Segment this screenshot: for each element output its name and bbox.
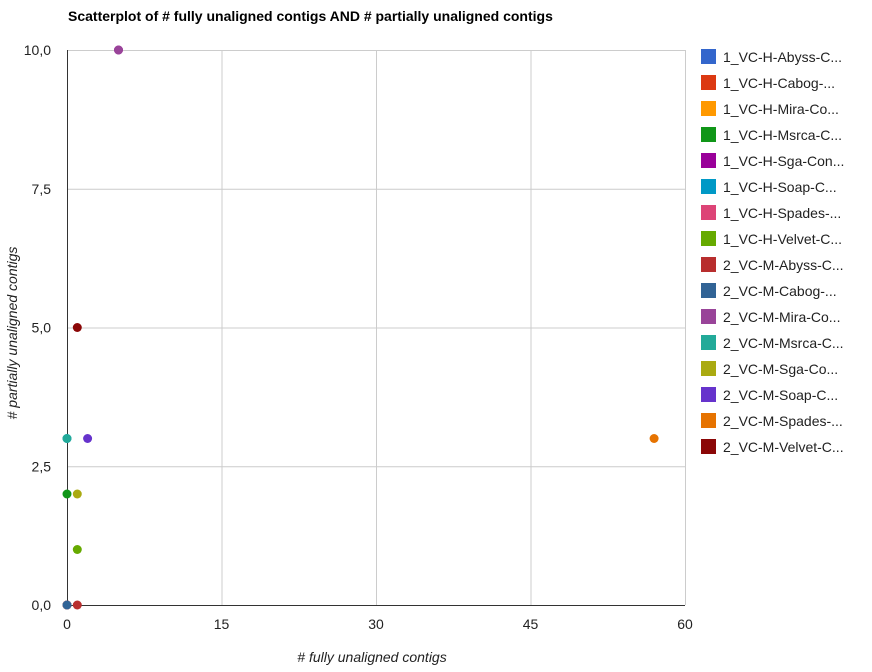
legend-label: 1_VC-H-Mira-Co... xyxy=(723,101,839,117)
legend-swatch xyxy=(701,413,716,428)
chart-title: Scatterplot of # fully unaligned contigs… xyxy=(68,8,553,24)
legend-label: 2_VC-M-Cabog-... xyxy=(723,283,837,299)
axes xyxy=(67,50,685,606)
data-point xyxy=(72,600,82,610)
legend-swatch xyxy=(701,361,716,376)
y-tick-label: 7,5 xyxy=(32,181,52,197)
legend-swatch xyxy=(701,439,716,454)
legend-label: 2_VC-M-Msrca-C... xyxy=(723,335,844,351)
x-axis-title: # fully unaligned contigs xyxy=(297,649,446,665)
legend-swatch xyxy=(701,153,716,168)
legend-swatch xyxy=(701,257,716,272)
data-point xyxy=(72,323,82,332)
x-tick-label: 60 xyxy=(677,616,693,632)
data-point xyxy=(649,434,659,443)
data-point xyxy=(114,45,123,55)
data-point xyxy=(72,489,82,499)
y-tick-label: 0,0 xyxy=(32,597,52,613)
y-tick-label: 10,0 xyxy=(24,42,51,58)
legend-label: 1_VC-H-Msrca-C... xyxy=(723,127,842,143)
x-tick-label: 30 xyxy=(368,616,384,632)
legend-label: 1_VC-H-Soap-C... xyxy=(723,179,837,195)
legend: 1_VC-H-Abyss-C... 1_VC-H-Cabog-... 1_VC-H-… xyxy=(701,49,844,455)
x-tick-labels: 0 15 30 45 60 xyxy=(63,616,693,632)
data-point xyxy=(62,434,72,443)
x-tick-label: 45 xyxy=(523,616,539,632)
legend-label: 1_VC-H-Sga-Con... xyxy=(723,153,844,169)
y-tick-labels: 0,0 2,5 5,0 7,5 10,0 xyxy=(24,42,51,613)
legend-swatch xyxy=(701,101,716,116)
data-point xyxy=(62,600,72,610)
x-tick-label: 15 xyxy=(214,616,230,632)
legend-label: 1_VC-H-Abyss-C... xyxy=(723,49,842,65)
gridlines xyxy=(67,50,686,605)
legend-label: 2_VC-M-Spades-... xyxy=(723,413,843,429)
legend-swatch xyxy=(701,75,716,90)
data-point xyxy=(72,545,82,554)
legend-label: 1_VC-H-Velvet-C... xyxy=(723,231,842,247)
legend-swatch xyxy=(701,127,716,142)
legend-swatch xyxy=(701,387,716,402)
legend-label: 2_VC-M-Abyss-C... xyxy=(723,257,844,273)
data-point xyxy=(62,489,72,499)
legend-swatch xyxy=(701,309,716,324)
y-tick-label: 5,0 xyxy=(32,320,52,336)
legend-swatch xyxy=(701,231,716,246)
legend-label: 1_VC-H-Cabog-... xyxy=(723,75,835,91)
legend-swatch xyxy=(701,49,716,64)
legend-label: 2_VC-M-Velvet-C... xyxy=(723,439,844,455)
legend-label: 2_VC-M-Sga-Co... xyxy=(723,361,838,377)
legend-label: 2_VC-M-Mira-Co... xyxy=(723,309,840,325)
legend-label: 2_VC-M-Soap-C... xyxy=(723,387,838,403)
y-tick-label: 2,5 xyxy=(32,458,52,474)
legend-swatch xyxy=(701,335,716,350)
legend-swatch xyxy=(701,205,716,220)
data-points xyxy=(62,45,659,610)
legend-swatch xyxy=(701,179,716,194)
legend-label: 1_VC-H-Spades-... xyxy=(723,205,841,221)
y-axis-title: # partially unaligned contigs xyxy=(4,247,20,420)
data-point xyxy=(83,434,93,443)
legend-swatch xyxy=(701,283,716,298)
x-tick-label: 0 xyxy=(63,616,71,632)
